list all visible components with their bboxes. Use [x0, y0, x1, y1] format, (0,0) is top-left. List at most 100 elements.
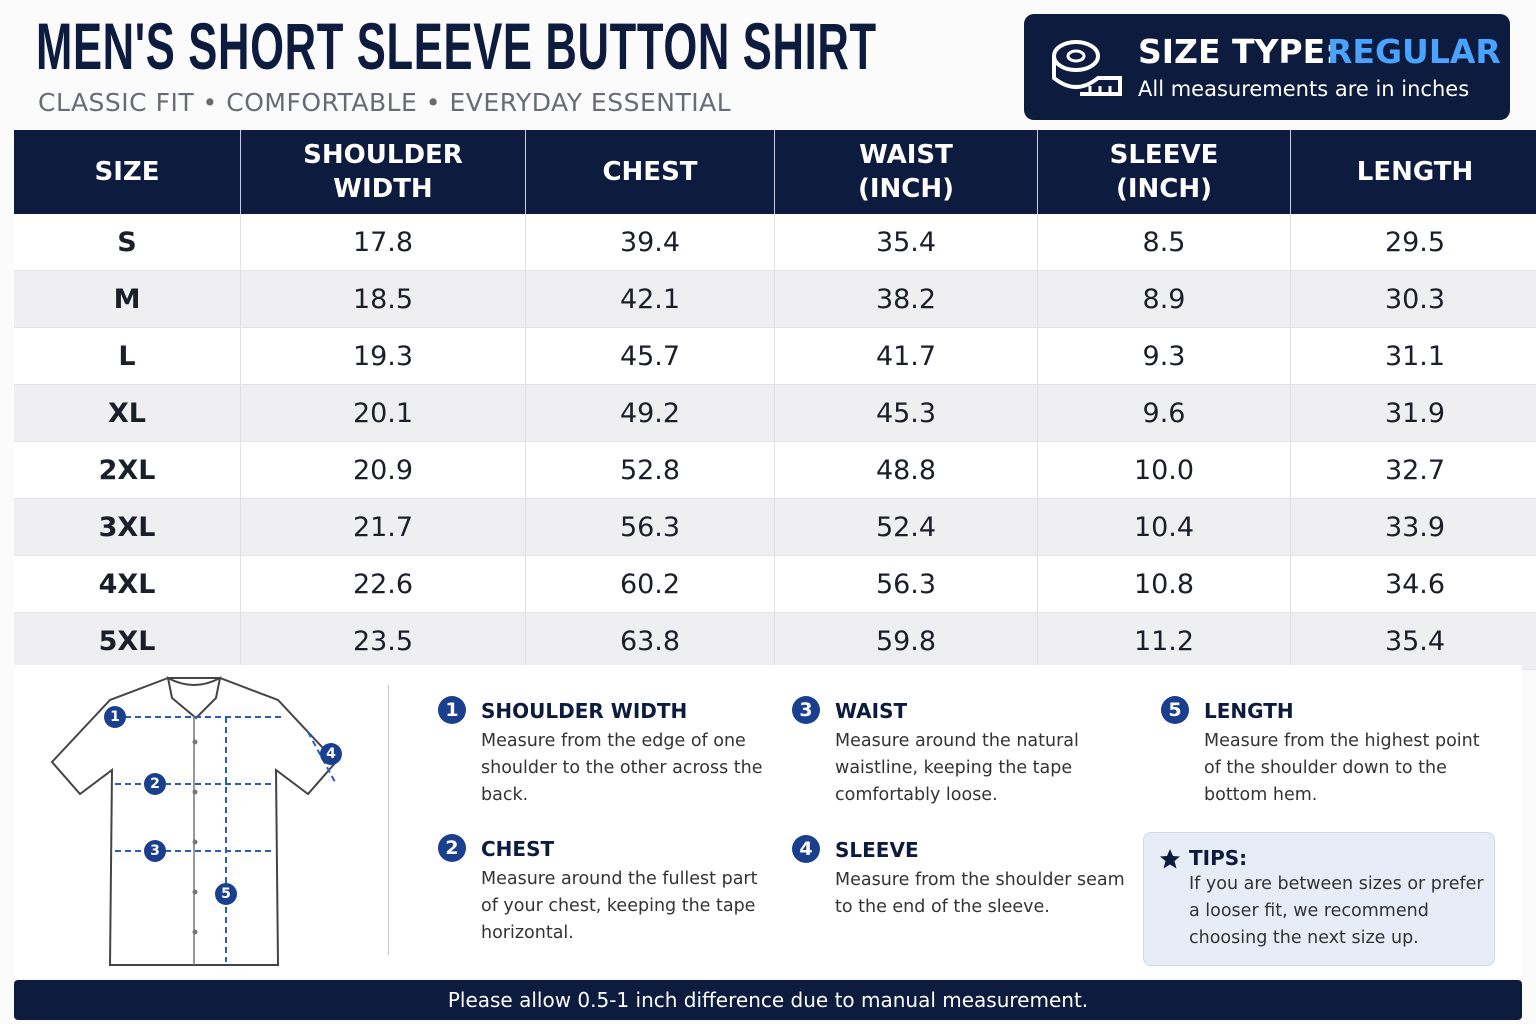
tips-box	[1143, 832, 1495, 966]
measurement-cell: 35.4	[774, 214, 1038, 271]
size-table: SIZE SHOULDER WIDTH CHEST WAIST (INCH) SLEEV…	[14, 130, 1536, 670]
guide-title: WAIST	[835, 699, 908, 723]
guide-text: Measure around the fullest part of your …	[481, 869, 758, 943]
size-cell: 2XL	[14, 441, 241, 499]
measurement-cell: 49.2	[525, 384, 775, 442]
guide-text: Measure from the shoulder seam to the en…	[835, 870, 1125, 917]
guide-title: CHEST	[481, 837, 555, 861]
column-header: LENGTH	[1290, 130, 1536, 214]
measurement-cell: 8.9	[1037, 270, 1291, 328]
tape-icon	[1052, 40, 1122, 96]
measurement-cell: 30.3	[1290, 270, 1536, 328]
measurement-cell: 42.1	[525, 270, 775, 328]
column-header: SLEEVE (INCH)	[1037, 130, 1291, 214]
tips-title: TIPS:	[1189, 846, 1248, 870]
shirt-diagram: 1 2 3 4 5	[50, 676, 342, 966]
footer-note: Please allow 0.5-1 inch difference due t…	[447, 988, 1089, 1012]
column-header-text: WAIST (INCH)	[857, 140, 955, 204]
guide-title: SHOULDER WIDTH	[481, 699, 688, 723]
column-header-text: LENGTH	[1356, 157, 1474, 187]
table-row: 5XL 23.5 63.8 59.8 11.2 35.4	[14, 612, 1536, 670]
measurement-cell: 38.2	[774, 270, 1038, 328]
measurement-cell: 60.2	[525, 555, 775, 613]
measurement-cell: 20.9	[240, 441, 526, 499]
measurement-cell: 17.8	[240, 214, 526, 271]
guide-number: 1	[438, 696, 466, 724]
measurement-cell: 52.4	[774, 498, 1038, 556]
size-type-label: SIZE TYPE:	[1138, 32, 1339, 71]
measurement-cell: 9.3	[1037, 327, 1291, 385]
column-header: WAIST (INCH)	[774, 130, 1038, 214]
measurement-cell: 9.6	[1037, 384, 1291, 442]
measurement-cell: 10.4	[1037, 498, 1291, 556]
measurement-cell: 48.8	[774, 441, 1038, 499]
measurement-cell: 45.7	[525, 327, 775, 385]
footer-bar	[14, 980, 1522, 1020]
measurement-cell: 29.5	[1290, 214, 1536, 271]
size-cell: L	[14, 327, 241, 385]
measurement-cell: 33.9	[1290, 498, 1536, 556]
measurement-cell: 56.3	[774, 555, 1038, 613]
size-cell: 5XL	[14, 612, 241, 670]
guide-title: SLEEVE	[835, 838, 919, 862]
size-cell: 3XL	[14, 498, 241, 556]
column-header-text: SHOULDER WIDTH	[303, 140, 463, 204]
tips-text: If you are between sizes or prefer a loo…	[1189, 874, 1484, 948]
size-type-value: REGULAR	[1327, 32, 1501, 71]
measurement-cell: 10.8	[1037, 555, 1291, 613]
measurement-cell: 19.3	[240, 327, 526, 385]
marker-number: 3	[150, 843, 160, 859]
measurement-cell: 22.6	[240, 555, 526, 613]
table-row: XL 20.1 49.2 45.3 9.6 31.9	[14, 384, 1536, 442]
subtitle: CLASSIC FIT • COMFORTABLE • EVERYDAY ESS…	[38, 88, 732, 117]
guide-text: Measure from the highest point of the sh…	[1204, 731, 1480, 805]
measurement-cell: 45.3	[774, 384, 1038, 442]
measurement-cell: 32.7	[1290, 441, 1536, 499]
table-row: 4XL 22.6 60.2 56.3 10.8 34.6	[14, 555, 1536, 613]
measurement-cell: 10.0	[1037, 441, 1291, 499]
divider	[388, 685, 389, 955]
size-cell: S	[14, 214, 241, 271]
star-icon	[1160, 849, 1180, 869]
marker-number: 2	[150, 776, 160, 792]
measurement-cell: 20.1	[240, 384, 526, 442]
marker-number: 1	[110, 709, 120, 725]
column-header-text: SLEEVE (INCH)	[1109, 140, 1219, 204]
measurement-cell: 35.4	[1290, 612, 1536, 670]
table-row: M 18.5 42.1 38.2 8.9 30.3	[14, 270, 1536, 328]
guide-number: 3	[792, 696, 820, 724]
guide-number: 5	[1161, 696, 1189, 724]
table-row: S 17.8 39.4 35.4 8.5 29.5	[14, 214, 1536, 271]
size-cell: XL	[14, 384, 241, 442]
column-header-text: CHEST	[602, 157, 698, 187]
measurement-cell: 8.5	[1037, 214, 1291, 271]
column-header-text: SIZE	[94, 157, 160, 187]
guide-number: 2	[438, 834, 466, 862]
guide-text: Measure from the edge of one shoulder to…	[481, 731, 763, 805]
column-header: CHEST	[525, 130, 775, 214]
table-row: 3XL 21.7 56.3 52.4 10.4 33.9	[14, 498, 1536, 556]
size-type-note: All measurements are in inches	[1138, 77, 1470, 101]
size-cell: 4XL	[14, 555, 241, 613]
table-row: 2XL 20.9 52.8 48.8 10.0 32.7	[14, 441, 1536, 499]
measurement-cell: 39.4	[525, 214, 775, 271]
measurement-cell: 41.7	[774, 327, 1038, 385]
column-header: SIZE	[14, 130, 241, 214]
measurement-cell: 52.8	[525, 441, 775, 499]
measurement-cell: 11.2	[1037, 612, 1291, 670]
measurement-cell: 63.8	[525, 612, 775, 670]
column-header: SHOULDER WIDTH	[240, 130, 526, 214]
measurement-cell: 59.8	[774, 612, 1038, 670]
guide-title: LENGTH	[1204, 699, 1294, 723]
guide-number: 4	[792, 835, 820, 863]
title: MEN'S SHORT SLEEVE BUTTON SHIRT	[36, 9, 877, 83]
measurement-cell: 31.9	[1290, 384, 1536, 442]
marker-number: 4	[326, 746, 336, 762]
guide-text: Measure around the natural waistline, ke…	[835, 731, 1079, 805]
size-type-box	[1024, 14, 1510, 120]
measurement-cell: 21.7	[240, 498, 526, 556]
size-cell: M	[14, 270, 241, 328]
marker-number: 5	[221, 886, 231, 902]
measurement-cell: 18.5	[240, 270, 526, 328]
